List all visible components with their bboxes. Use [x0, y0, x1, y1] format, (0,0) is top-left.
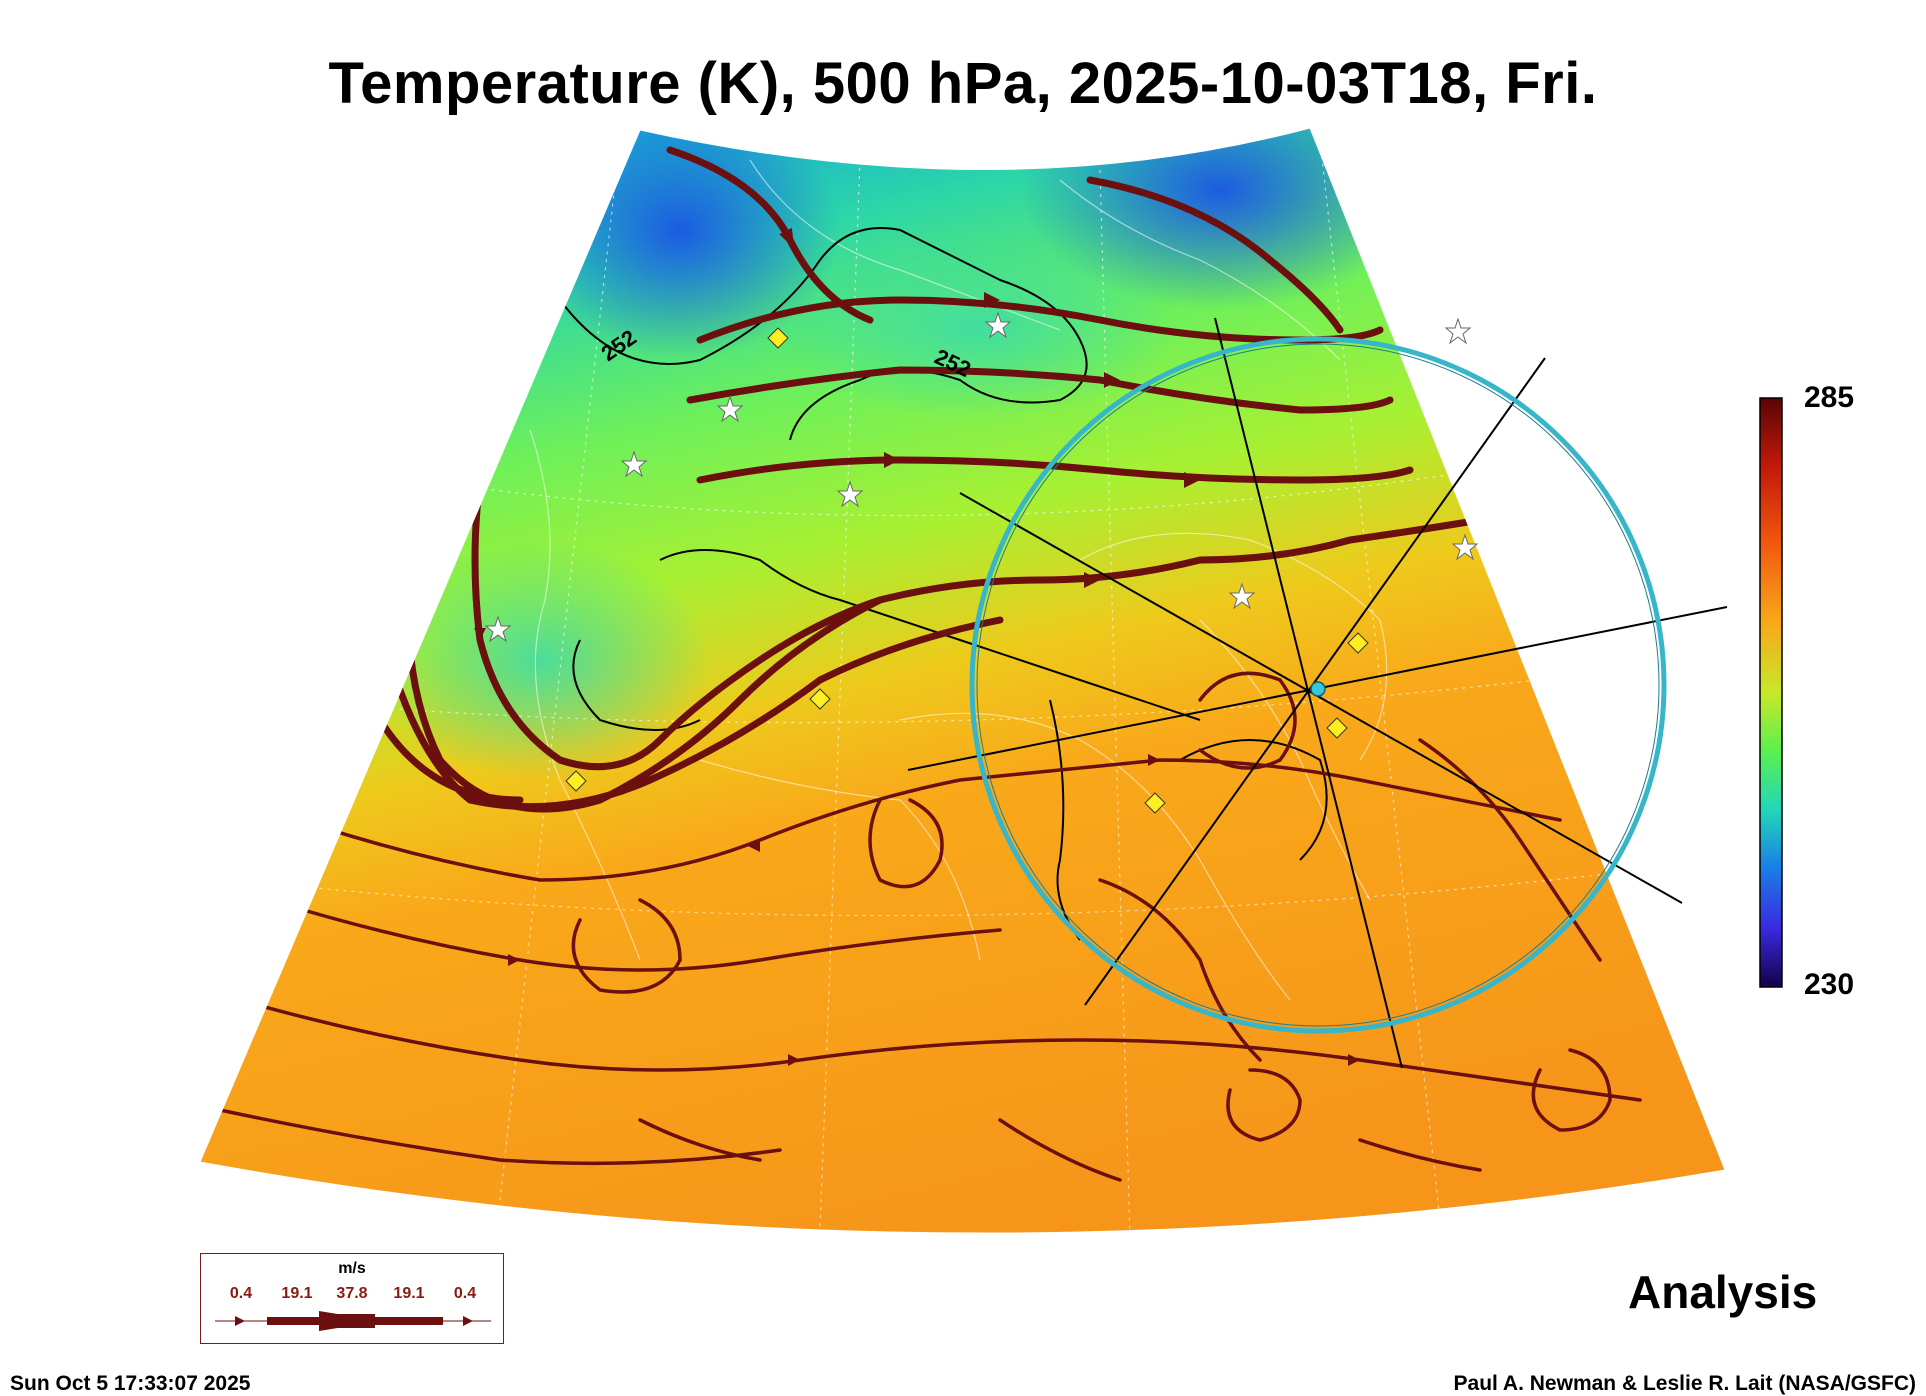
legend-unit: m/s: [338, 1260, 366, 1277]
diamond-markers: [565, 327, 1369, 814]
diamond-marker-icon: [565, 770, 587, 792]
arrowhead: [884, 452, 900, 468]
jet-streamline: [376, 716, 524, 804]
streamline: [1098, 878, 1262, 1062]
star-marker-icon: [1228, 582, 1256, 610]
jet-streamline: [471, 476, 1484, 771]
range-circle: [969, 336, 1667, 1034]
diamond-marker-icon: [1347, 632, 1369, 654]
legend-value: 0.4: [229, 1285, 253, 1302]
wind-speed-legend: m/s 0.4 19.1 37.8 19.1 0.4: [200, 1253, 504, 1344]
arrowhead: [1184, 472, 1200, 488]
credit-line: Paul A. Newman & Leslie R. Lait (NASA/GS…: [1453, 1372, 1916, 1395]
star-marker-icon: [484, 615, 512, 643]
streamline: [571, 898, 682, 994]
streamline: [238, 998, 1642, 1102]
jet-streamline: [1086, 176, 1344, 334]
jet-streamline: [686, 366, 1394, 414]
legend-value: 19.1: [281, 1285, 313, 1302]
streamline: [998, 1118, 1122, 1182]
streamline: [218, 1108, 782, 1166]
legend-arrow-scale: [215, 1311, 491, 1331]
graticule: [239, 139, 1721, 1234]
star-marker-icon: [1444, 317, 1472, 345]
star-marker-icon: [1451, 533, 1479, 561]
legend-value: 37.8: [336, 1285, 368, 1302]
streamline: [868, 798, 944, 889]
arrowhead: [748, 840, 760, 852]
jet-streamline: [696, 456, 1414, 484]
streamline: [1358, 1138, 1482, 1172]
streamline: [1226, 1068, 1302, 1142]
plot-title: Temperature (K), 500 hPa, 2025-10-03T18,…: [328, 51, 1598, 116]
streamline-arrows: [474, 292, 1360, 1066]
legend-value: 0.4: [453, 1285, 477, 1302]
jet-streamline: [386, 616, 1004, 811]
arrowhead: [1148, 754, 1160, 766]
star-marker-icon: [620, 450, 648, 478]
map-border: [199, 127, 1726, 1234]
star-marker-icon: [836, 480, 864, 508]
colorbar-min-label: 230: [1804, 968, 1855, 1001]
range-circle-inner: [976, 343, 1660, 1027]
arrowhead: [1104, 372, 1120, 388]
wind-streamlines: [218, 146, 1642, 1182]
center-marker-icon: [1310, 681, 1326, 697]
diamond-marker-icon: [767, 327, 789, 349]
temperature-field: [200, 128, 1725, 1234]
streamline: [1198, 671, 1297, 770]
diamond-marker-icon: [1326, 717, 1348, 739]
arrowhead: [788, 1054, 800, 1066]
streamline: [638, 1118, 762, 1162]
diamond-marker-icon: [1144, 792, 1166, 814]
arrowhead: [1084, 572, 1100, 588]
timestamp: Sun Oct 5 17:33:07 2025: [10, 1372, 251, 1395]
colorbar-max-label: 285: [1804, 381, 1855, 414]
diamond-marker-icon: [809, 688, 831, 710]
streamline: [1531, 1048, 1612, 1132]
arrowhead: [984, 292, 1000, 308]
coastlines: [529, 159, 1388, 1001]
streamline: [268, 898, 1002, 972]
star-marker-icon: [984, 311, 1012, 339]
star-markers: [484, 311, 1479, 643]
arrowhead: [474, 628, 486, 640]
colorbar: [1759, 397, 1783, 988]
streamline: [298, 758, 1562, 882]
streamline: [1418, 738, 1602, 962]
arrowhead: [1348, 1054, 1360, 1066]
star-marker-icon: [716, 395, 744, 423]
arrowhead: [508, 954, 520, 966]
legend-value: 19.1: [393, 1285, 425, 1302]
product-label: Analysis: [1628, 1266, 1818, 1318]
